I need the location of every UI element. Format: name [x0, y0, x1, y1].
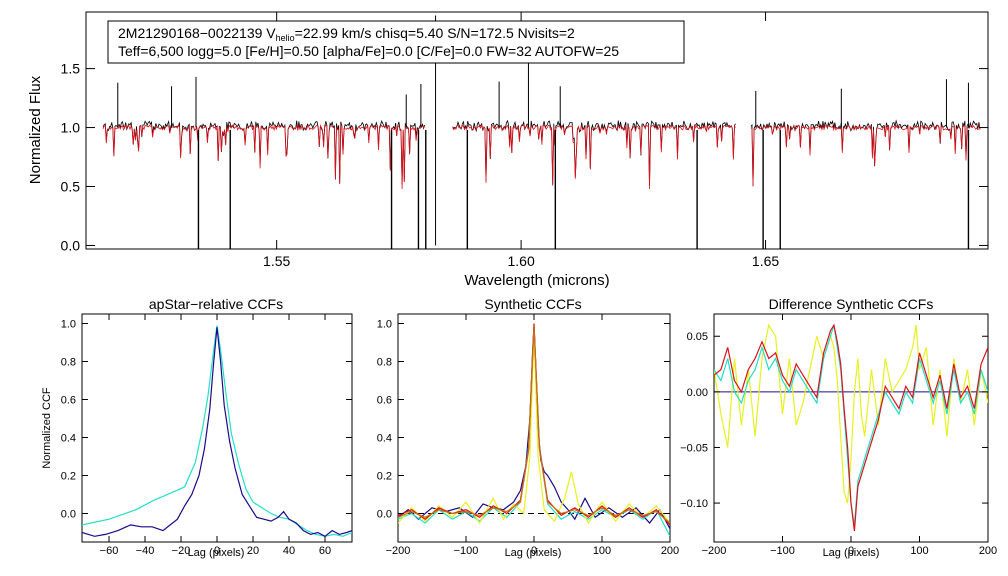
difference-ccf-series-yellow	[714, 323, 988, 504]
synthetic-ccf-xtick-label: 100	[593, 545, 611, 557]
apstar-ccf-xtick-label: −20	[172, 545, 191, 557]
synthetic-ccf-xtick-label: −100	[454, 545, 479, 557]
difference-ccf-ytick-label: 0.00	[687, 387, 708, 399]
info-line-1-suffix: =22.99 km/s chisq=5.40 S/N=172.5 Nvisits…	[295, 25, 575, 41]
apstar-ccf-xtick-label: 40	[283, 545, 295, 557]
synthetic-ccf-ytick-label: 1.0	[377, 319, 392, 331]
spectrum-ylabel: Normalized Flux	[27, 75, 44, 184]
apstar-ccf-ytick-label: 0.8	[61, 357, 76, 369]
apstar-ccf-xtick-label: 60	[319, 545, 331, 557]
synthetic-ccf-panel: Synthetic CCFs −200 −100 0 100 200 0.0 0.2 0.4 0…	[377, 296, 679, 559]
spectrum-ytick-label: 1.5	[61, 61, 81, 77]
info-box: 2M21290168−0022139 Vhelio=22.99 km/s chi…	[107, 20, 685, 64]
synthetic-ccf-ytick-label: 0.6	[377, 395, 392, 407]
synthetic-ccf-ytick-label: 0.0	[377, 509, 392, 521]
synthetic-ccf-ytick-label: 0.4	[377, 433, 392, 445]
info-line-1: 2M21290168−0022139 Vhelio=22.99 km/s chi…	[118, 25, 575, 43]
spectrum-model-chip-3	[750, 123, 981, 187]
apstar-ccf-ytick-label: 0.2	[61, 471, 76, 483]
difference-ccf-xtick-label: 0	[848, 545, 854, 557]
info-line-2: Teff=6,500 logg=5.0 [Fe/H]=0.50 [alpha/F…	[118, 43, 619, 59]
apstar-ccf-xtick-label: −40	[136, 545, 155, 557]
spectrum-xtick-label: 1.55	[263, 253, 290, 269]
difference-ccf-xtick-label: 200	[979, 545, 997, 557]
apstar-ccf-plot-frame	[81, 313, 353, 543]
spectrum-xtick-label: 1.60	[507, 253, 534, 269]
spectrum-observed-chip-1	[102, 119, 426, 185]
apstar-ccf-ylabel: Normalized CCF	[41, 387, 53, 469]
synthetic-ccf-xtick-label: 0	[531, 545, 537, 557]
spectrum-ytick-label: 0.0	[61, 237, 81, 253]
spectrum-xlabel: Wavelength (microns)	[464, 272, 609, 289]
synthetic-ccf-series-yellow	[398, 331, 670, 525]
difference-ccf-xtick-label: −200	[702, 545, 727, 557]
apstar-ccf-xlabel: Lag (pixels)	[188, 547, 245, 559]
synthetic-ccf-xlabel: Lag (pixels)	[505, 547, 562, 559]
synthetic-ccf-series-red	[398, 323, 670, 526]
synthetic-ccf-xtick-label: 200	[661, 545, 679, 557]
synthetic-ccf-series-navy	[398, 325, 670, 529]
spectrum-model-chip-1	[102, 124, 426, 190]
info-line-1-prefix: 2M21290168−0022139 V	[118, 25, 276, 41]
spectrum-model-chip-2	[452, 123, 736, 190]
difference-ccf-panel: Difference Synthetic CCFs −200 −100 0 100 20…	[680, 296, 997, 559]
difference-ccf-series-cyan	[714, 324, 988, 526]
synthetic-ccf-series-orange	[398, 325, 670, 524]
apstar-ccf-xtick-label: 0	[214, 545, 220, 557]
apstar-ccf-xtick-label: −60	[100, 545, 119, 557]
spectrum-ytick-label: 1.0	[61, 120, 81, 136]
spectrum-panel: 1.55 1.60 1.65 0.0 0.5 1.0 1.5 Wavelength (mic…	[27, 11, 989, 289]
difference-ccf-ytick-label: −0.10	[680, 498, 708, 510]
difference-ccf-series-red	[714, 323, 988, 531]
apstar-ccf-ytick-label: 1.0	[61, 319, 76, 331]
apstar-ccf-ytick-label: 0.6	[61, 395, 76, 407]
difference-ccf-ytick-label: −0.05	[680, 442, 708, 454]
difference-ccf-ytick-label: 0.05	[687, 331, 708, 343]
synthetic-ccf-ytick-label: 0.8	[377, 357, 392, 369]
spectrum-plot-frame	[85, 11, 989, 250]
apstar-ccf-xtick-label: 20	[247, 545, 259, 557]
difference-ccf-xtick-label: 100	[910, 545, 928, 557]
difference-ccf-xlabel: Lag (pixels)	[823, 547, 880, 559]
info-box-frame	[107, 20, 685, 64]
apstar-ccf-panel: apStar−relative CCFs −60 −40 −20 0 20 40 60 0.0…	[41, 296, 353, 559]
synthetic-ccf-title: Synthetic CCFs	[484, 296, 581, 312]
synthetic-ccf-ytick-label: 0.2	[377, 471, 392, 483]
apstar-ccf-series-navy	[82, 327, 352, 538]
synthetic-ccf-xtick-label: −200	[386, 545, 411, 557]
info-line-1-subscript: helio	[276, 33, 295, 43]
difference-ccf-title: Difference Synthetic CCFs	[769, 296, 934, 312]
spectrum-xtick-label: 1.65	[752, 253, 779, 269]
apstar-ccf-series-cyan	[82, 325, 352, 537]
apstar-ccf-title: apStar−relative CCFs	[149, 296, 283, 312]
apstar-ccf-ytick-label: 0.4	[61, 433, 76, 445]
spectrum-ytick-label: 0.5	[61, 179, 81, 195]
difference-ccf-xtick-label: −100	[770, 545, 795, 557]
apstar-ccf-ytick-label: 0.0	[61, 509, 76, 521]
